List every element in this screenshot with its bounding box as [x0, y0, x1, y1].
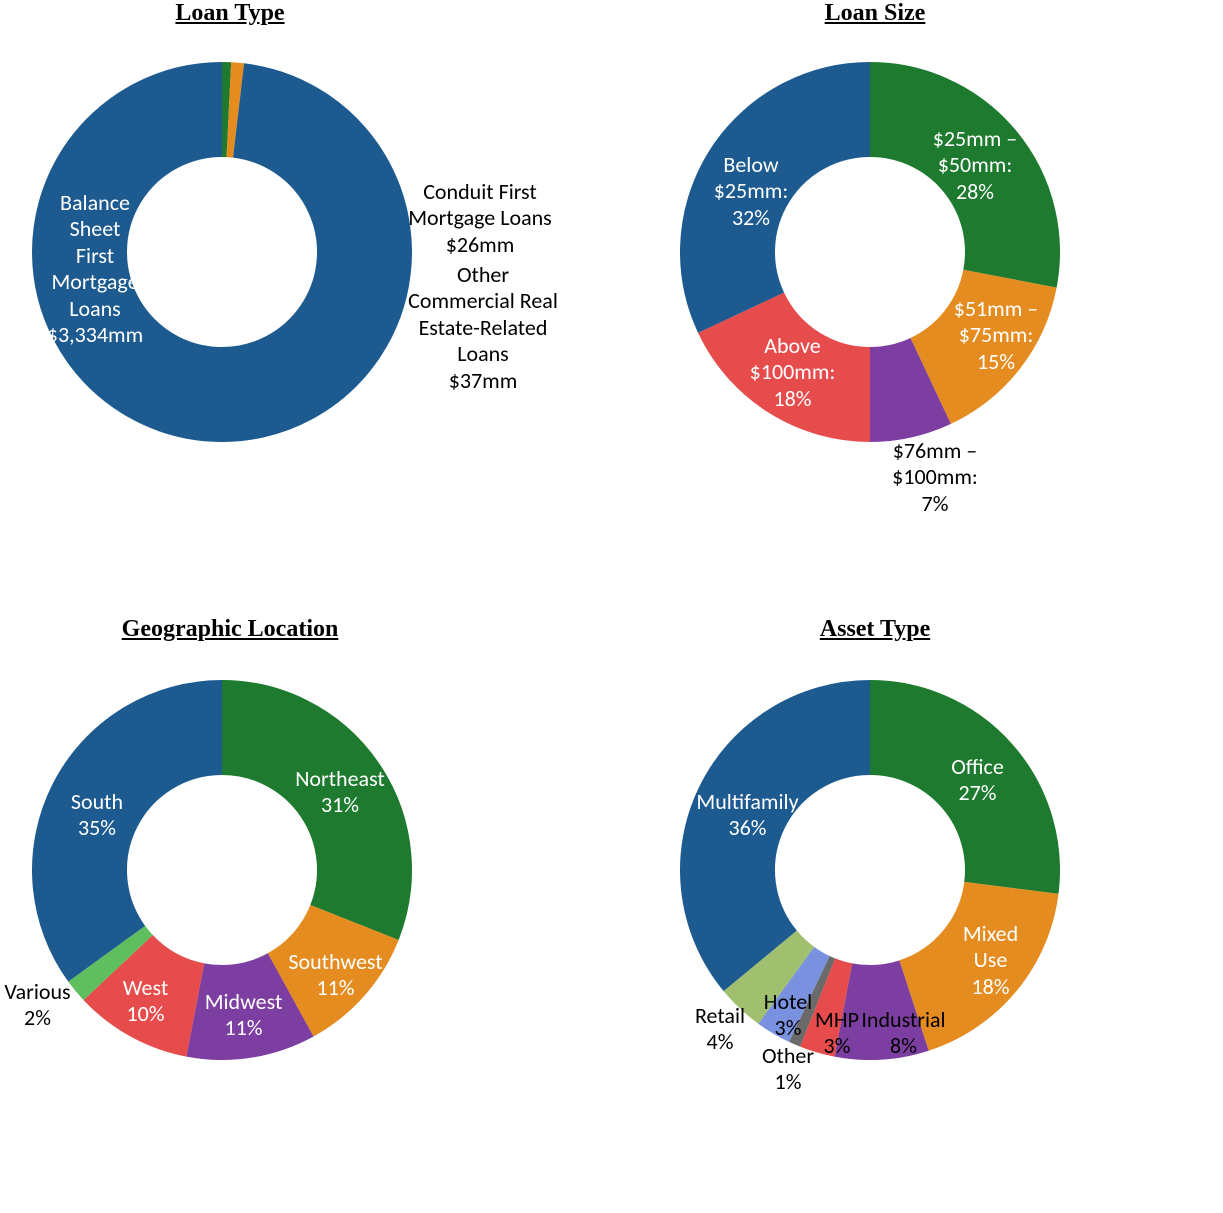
geo-label: South35%	[62, 789, 132, 842]
loanSize-label: Above$100mm:18%	[745, 333, 840, 412]
loanSize-label: Below$25mm:32%	[706, 152, 796, 231]
loanType-label: Conduit FirstMortgage Loans$26mm	[400, 179, 560, 258]
loanSize-label: $76mm –$100mm:7%	[880, 438, 990, 517]
geo-label: Midwest11%	[196, 989, 291, 1042]
loanSize-label: $51mm –$75mm:15%	[946, 296, 1046, 375]
asset-label: MixedUse18%	[953, 921, 1028, 1000]
loanType-label: OtherCommercial RealEstate-RelatedLoans$…	[398, 262, 568, 394]
geo-label: West10%	[113, 975, 178, 1028]
chart-loan-size	[680, 62, 1060, 442]
asset-label: MHP3%	[812, 1007, 862, 1060]
asset-label: Industrial8%	[856, 1007, 951, 1060]
title-asset-type: Asset Type	[700, 616, 1050, 643]
title-loan-type: Loan Type	[60, 0, 400, 27]
geo-label: Southwest11%	[278, 949, 393, 1002]
asset-label: Retail4%	[690, 1003, 750, 1056]
title-loan-size: Loan Size	[700, 0, 1050, 27]
title-geographic-location: Geographic Location	[60, 616, 400, 643]
asset-label: Multifamily36%	[690, 789, 805, 842]
geo-label: Various2%	[0, 979, 75, 1032]
loanSize-label: $25mm –$50mm:28%	[920, 126, 1030, 205]
asset-label: Other1%	[758, 1043, 818, 1096]
geo-label: Northeast31%	[285, 766, 395, 819]
asset-label: Office27%	[940, 754, 1015, 807]
asset-label: Hotel3%	[758, 989, 818, 1042]
loanType-label: BalanceSheetFirstMortgageLoans$3,334mm	[40, 190, 150, 348]
